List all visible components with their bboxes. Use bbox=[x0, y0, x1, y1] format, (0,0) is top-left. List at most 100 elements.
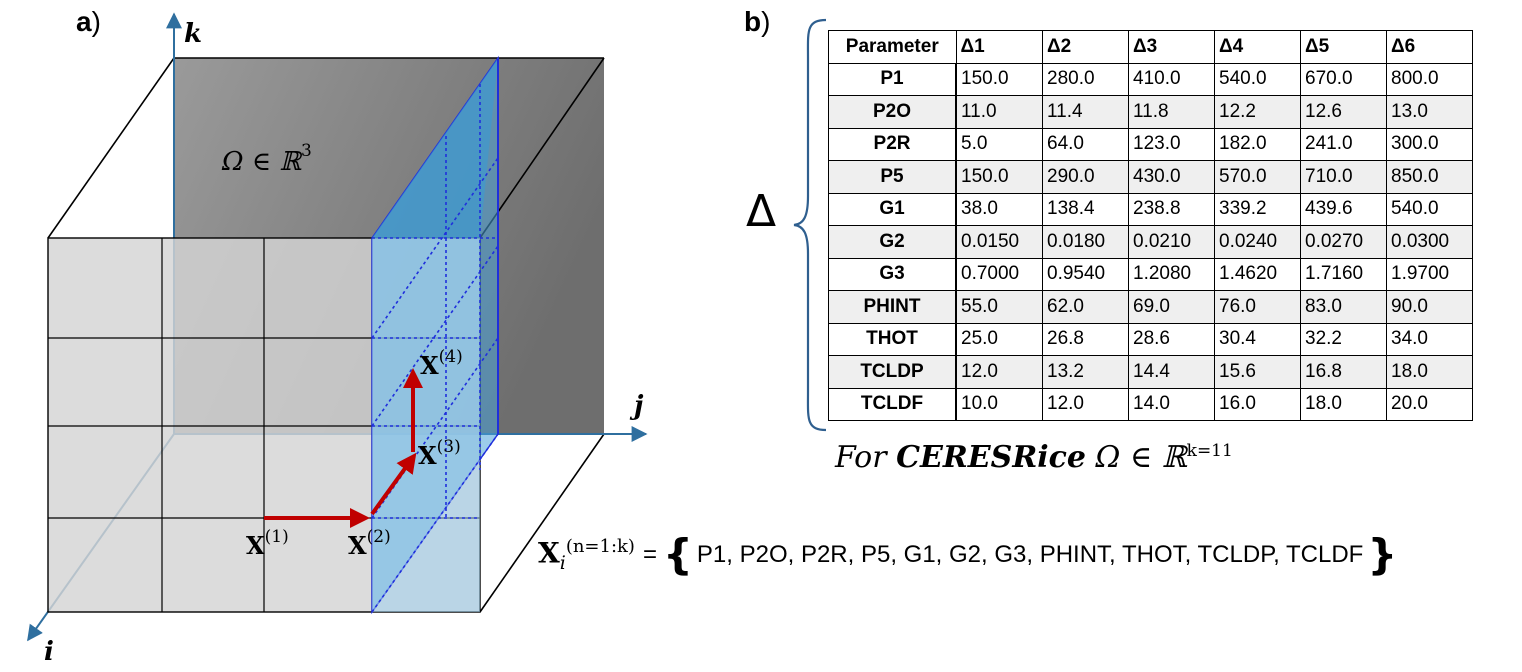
point-label-1: X(1) bbox=[246, 527, 289, 560]
delta-value-cell: 69.0 bbox=[1128, 290, 1215, 324]
delta-value-cell: 1.9700 bbox=[1386, 257, 1473, 291]
header-delta-5: Δ5 bbox=[1300, 30, 1387, 64]
delta-value-cell: 439.6 bbox=[1300, 192, 1387, 226]
parameter-name-cell: G2 bbox=[828, 225, 957, 259]
table-row: TCLDF 10.0 12.0 14.0 16.0 18.0 20.0 bbox=[828, 387, 1473, 421]
delta-value-cell: 0.0300 bbox=[1386, 225, 1473, 259]
table-row: G2 0.0150 0.0180 0.0210 0.0240 0.0270 0.0300 bbox=[828, 225, 1473, 259]
set-var-sub: i bbox=[559, 551, 566, 574]
delta-value-cell: 0.0240 bbox=[1214, 225, 1301, 259]
point-2-sup: (2) bbox=[367, 527, 391, 547]
delta-value-cell: 14.0 bbox=[1128, 387, 1215, 421]
delta-value-cell: 11.0 bbox=[955, 95, 1043, 129]
table-row: G1 38.0 138.4 238.8 339.2 439.6 540.0 bbox=[828, 192, 1473, 226]
delta-value-cell: 16.8 bbox=[1300, 355, 1387, 389]
delta-value-cell: 0.0270 bbox=[1300, 225, 1387, 259]
header-delta-6: Δ6 bbox=[1386, 30, 1473, 64]
delta-value-cell: 11.8 bbox=[1128, 95, 1215, 129]
delta-value-cell: 1.7160 bbox=[1300, 257, 1387, 291]
parameter-name-cell: TCLDF bbox=[828, 387, 957, 421]
header-delta-1: Δ1 bbox=[955, 30, 1043, 64]
delta-value-cell: 12.0 bbox=[1042, 387, 1129, 421]
table-row: G3 0.7000 0.9540 1.2080 1.4620 1.7160 1.9700 bbox=[828, 257, 1473, 291]
parameter-name-cell: THOT bbox=[828, 322, 957, 356]
delta-value-cell: 300.0 bbox=[1386, 127, 1473, 161]
table-header-row: Parameter Δ1 Δ2 Δ3 Δ4 Δ5 Δ6 bbox=[828, 30, 1473, 64]
delta-value-cell: 241.0 bbox=[1300, 127, 1387, 161]
delta-value-cell: 16.0 bbox=[1214, 387, 1301, 421]
delta-value-cell: 62.0 bbox=[1042, 290, 1129, 324]
parameter-name-cell: P2R bbox=[828, 127, 957, 161]
delta-value-cell: 0.0150 bbox=[955, 225, 1043, 259]
delta-value-cell: 11.4 bbox=[1042, 95, 1129, 129]
header-delta-2: Δ2 bbox=[1042, 30, 1129, 64]
delta-value-cell: 38.0 bbox=[955, 192, 1043, 226]
delta-value-cell: 670.0 bbox=[1300, 62, 1387, 96]
parameter-name-cell: TCLDP bbox=[828, 355, 957, 389]
delta-value-cell: 14.4 bbox=[1128, 355, 1215, 389]
set-close-brace: } bbox=[1367, 530, 1398, 579]
parameter-name-cell: G1 bbox=[828, 192, 957, 226]
left-brace bbox=[793, 18, 827, 432]
set-var-base: X bbox=[538, 535, 560, 569]
point-label-4: X(4) bbox=[420, 347, 463, 380]
point-2-base: X bbox=[348, 531, 367, 560]
delta-value-cell: 1.2080 bbox=[1128, 257, 1215, 291]
delta-value-cell: 123.0 bbox=[1128, 127, 1215, 161]
panel-b-letter: b bbox=[744, 6, 762, 37]
axis-i-label: i bbox=[44, 637, 54, 667]
delta-value-cell: 290.0 bbox=[1042, 160, 1129, 194]
parameter-range-table: Parameter Δ1 Δ2 Δ3 Δ4 Δ5 Δ6 P1 150.0 280.0 410.0 5… bbox=[828, 30, 1473, 421]
delta-value-cell: 20.0 bbox=[1386, 387, 1473, 421]
header-delta-4: Δ4 bbox=[1214, 30, 1301, 64]
delta-value-cell: 12.0 bbox=[955, 355, 1043, 389]
parameter-space-diagram: k j i Ω ∈ ℝ3 X(1) X(2) X(3) X(4) bbox=[27, 12, 648, 667]
delta-value-cell: 55.0 bbox=[955, 290, 1043, 324]
table-row: P5 150.0 290.0 430.0 570.0 710.0 850.0 bbox=[828, 160, 1473, 194]
delta-value-cell: 410.0 bbox=[1128, 62, 1215, 96]
delta-value-cell: 0.9540 bbox=[1042, 257, 1129, 291]
set-members: P1, P2O, P2R, P5, G1, G2, G3, PHINT, THO… bbox=[696, 540, 1364, 568]
model-caption: For CERESRice Ω ∈ ℝk=11 bbox=[835, 440, 1233, 475]
delta-value-cell: 32.2 bbox=[1300, 322, 1387, 356]
blue-slab-top bbox=[372, 58, 498, 238]
parameter-name-cell: P2O bbox=[828, 95, 957, 129]
sampling-path bbox=[264, 368, 423, 528]
point-1-sup: (1) bbox=[265, 527, 289, 547]
caption-space: Ω ∈ ℝ bbox=[1086, 440, 1187, 475]
parameter-name-cell: P1 bbox=[828, 62, 957, 96]
blue-slab-front bbox=[372, 238, 480, 612]
delta-value-cell: 30.4 bbox=[1214, 322, 1301, 356]
delta-value-cell: 0.0210 bbox=[1128, 225, 1215, 259]
omega-exponent: 3 bbox=[301, 141, 312, 161]
delta-value-cell: 570.0 bbox=[1214, 160, 1301, 194]
caption-model-name: CERESRice bbox=[896, 440, 1087, 475]
parameter-set-definition: Xi(n=1:k) = { P1, P2O, P2R, P5, G1, G2, … bbox=[538, 530, 1401, 579]
delta-value-cell: 0.7000 bbox=[955, 257, 1043, 291]
delta-value-cell: 339.2 bbox=[1214, 192, 1301, 226]
delta-value-cell: 850.0 bbox=[1386, 160, 1473, 194]
omega-text: Ω ∈ ℝ bbox=[221, 147, 302, 177]
delta-value-cell: 13.2 bbox=[1042, 355, 1129, 389]
parameter-name-cell: PHINT bbox=[828, 290, 957, 324]
header-parameter: Parameter bbox=[828, 30, 957, 64]
delta-value-cell: 64.0 bbox=[1042, 127, 1129, 161]
delta-value-cell: 280.0 bbox=[1042, 62, 1129, 96]
delta-value-cell: 182.0 bbox=[1214, 127, 1301, 161]
delta-value-cell: 710.0 bbox=[1300, 160, 1387, 194]
axis-j-label: j bbox=[629, 391, 644, 421]
table-row: TCLDP 12.0 13.2 14.4 15.6 16.8 18.0 bbox=[828, 355, 1473, 389]
table-row: P2O 11.0 11.4 11.8 12.2 12.6 13.0 bbox=[828, 95, 1473, 129]
point-1-base: X bbox=[246, 531, 265, 560]
delta-value-cell: 10.0 bbox=[955, 387, 1043, 421]
caption-prefix: For bbox=[835, 440, 897, 475]
delta-value-cell: 540.0 bbox=[1386, 192, 1473, 226]
delta-value-cell: 34.0 bbox=[1386, 322, 1473, 356]
delta-value-cell: 150.0 bbox=[955, 62, 1043, 96]
delta-value-cell: 13.0 bbox=[1386, 95, 1473, 129]
delta-value-cell: 238.8 bbox=[1128, 192, 1215, 226]
delta-value-cell: 25.0 bbox=[955, 322, 1043, 356]
panel-a-paren: ) bbox=[91, 6, 101, 37]
table-row: PHINT 55.0 62.0 69.0 76.0 83.0 90.0 bbox=[828, 290, 1473, 324]
delta-value-cell: 28.6 bbox=[1128, 322, 1215, 356]
